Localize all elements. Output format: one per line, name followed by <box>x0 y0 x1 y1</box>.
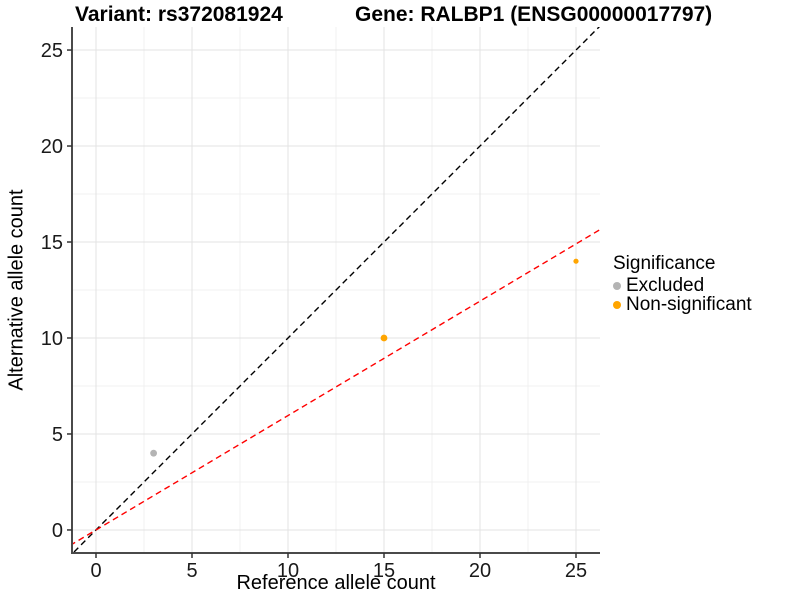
non-significant-point-icon <box>613 300 621 309</box>
svg-text:20: 20 <box>41 136 63 158</box>
legend-title: Significance <box>613 253 716 274</box>
svg-text:25: 25 <box>565 560 587 582</box>
major-gridlines <box>72 27 600 553</box>
svg-text:20: 20 <box>469 560 491 582</box>
axis-lines <box>71 27 600 554</box>
legend-item-label: Excluded <box>626 275 705 296</box>
variant-title: Variant: rs372081924 <box>75 3 283 26</box>
data-point-non-significant <box>573 258 579 264</box>
gene-title: Gene: RALBP1 (ENSG00000017797) <box>355 3 713 26</box>
y-tick-labels: 0 5 10 15 20 25 <box>41 40 63 542</box>
data-point-excluded <box>150 449 158 457</box>
identity-line <box>72 27 600 553</box>
svg-text:15: 15 <box>41 232 63 254</box>
x-axis-title: Reference allele count <box>236 572 436 594</box>
svg-text:25: 25 <box>41 40 63 62</box>
legend: Significance Excluded Non-significant <box>613 254 752 314</box>
svg-text:15: 15 <box>373 560 395 582</box>
data-point-non-significant <box>380 334 388 342</box>
data-points <box>150 258 579 457</box>
svg-text:5: 5 <box>186 560 197 582</box>
tick-marks <box>67 49 577 558</box>
x-tick-labels: 0 5 10 15 20 25 <box>90 560 587 582</box>
legend-item-excluded: Excluded <box>613 276 752 295</box>
svg-text:10: 10 <box>277 560 299 582</box>
y-axis-title: Alternative allele count <box>5 189 28 391</box>
excluded-point-icon <box>613 281 621 290</box>
svg-text:0: 0 <box>52 520 63 542</box>
minor-gridlines <box>72 27 600 553</box>
svg-text:0: 0 <box>90 560 101 582</box>
legend-item-non-significant: Non-significant <box>613 295 752 314</box>
svg-text:5: 5 <box>52 424 63 446</box>
legend-item-label: Non-significant <box>626 294 752 315</box>
svg-text:10: 10 <box>41 328 63 350</box>
